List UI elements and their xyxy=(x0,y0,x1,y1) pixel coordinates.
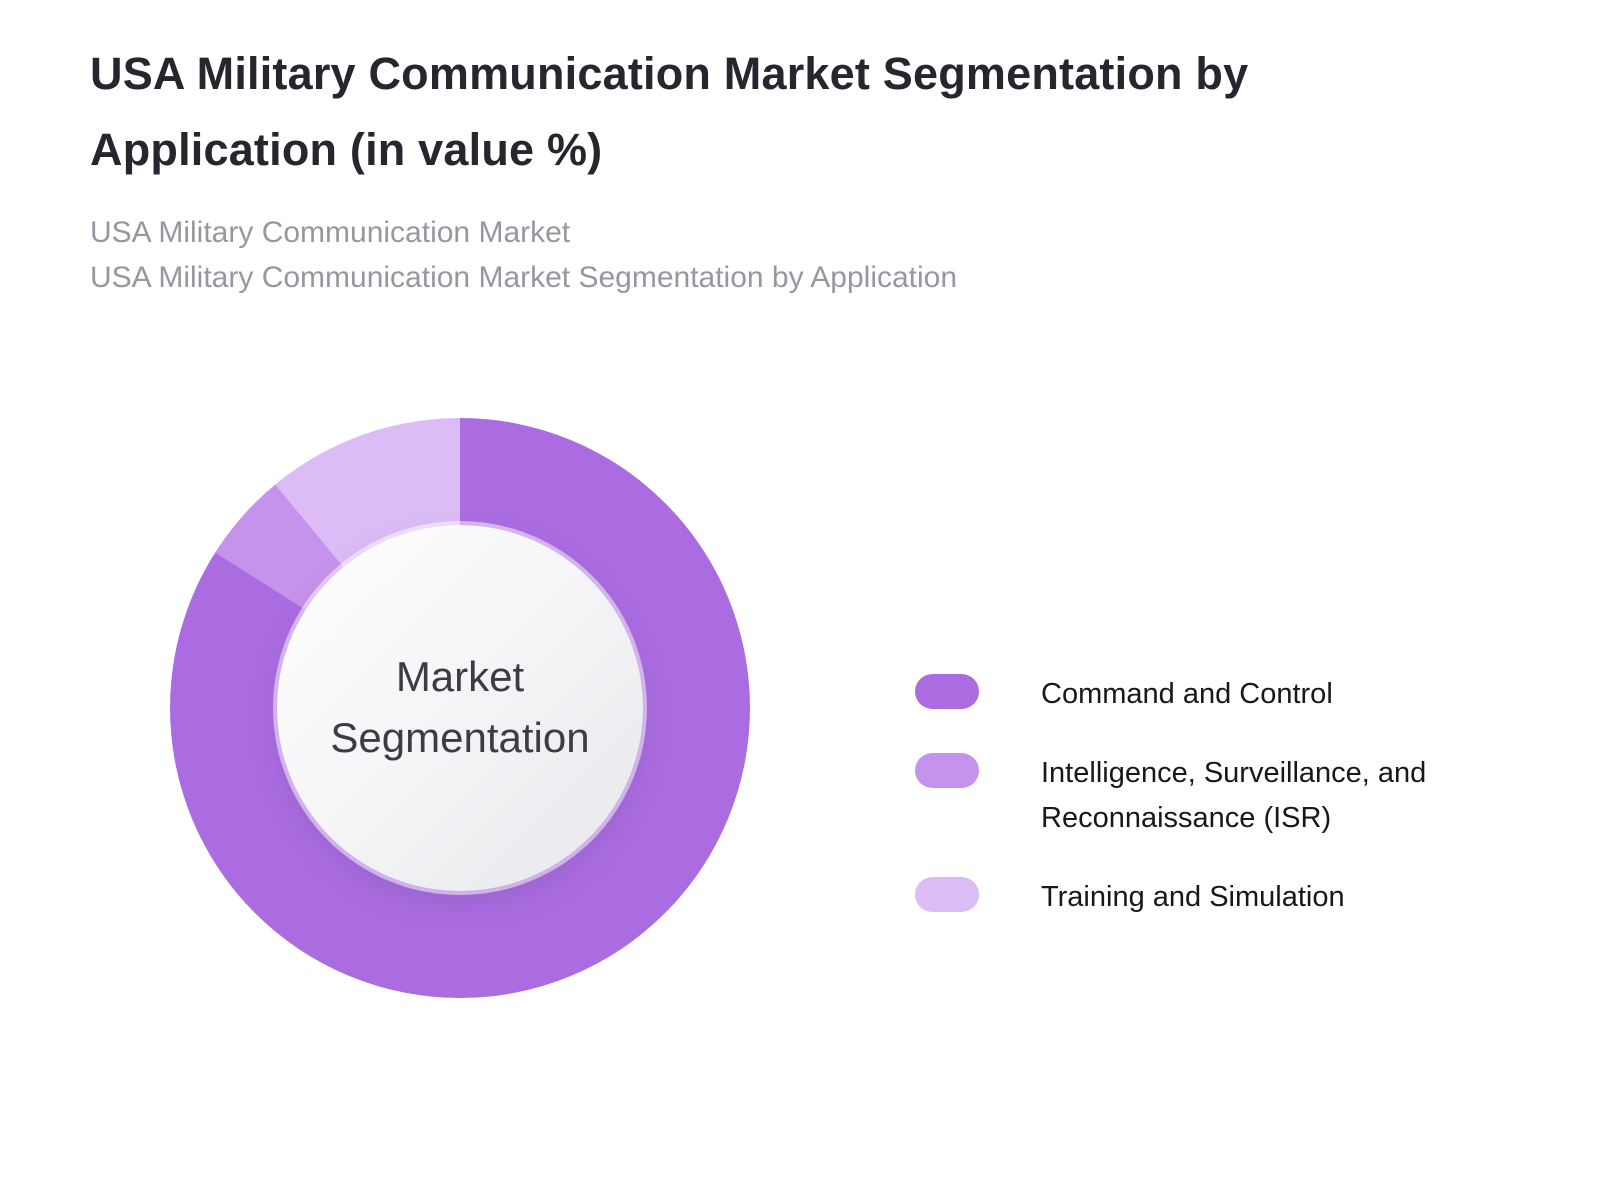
legend-swatch-command-and-control xyxy=(915,674,979,709)
legend-swatch-training-and-simulation xyxy=(915,876,979,912)
legend-item-isr: Intelligence, Surveillance, and Reconnai… xyxy=(915,751,1481,841)
donut-center: Market Segmentation xyxy=(277,525,643,891)
chart-legend: Command and Control Intelligence, Survei… xyxy=(915,672,1481,920)
legend-item-command-and-control: Command and Control xyxy=(915,672,1481,717)
page-title: USA Military Communication Market Segmen… xyxy=(90,48,1249,175)
legend-label-command-and-control: Command and Control xyxy=(1041,678,1333,710)
donut-center-label-line-1: Market xyxy=(395,653,525,701)
legend-swatch-isr xyxy=(915,752,979,788)
donut-ring: Market Segmentation xyxy=(170,418,750,998)
donut-center-label-line-2: Segmentation xyxy=(330,714,590,761)
legend-item-training-and-simulation: Training and Simulation xyxy=(915,875,1481,920)
legend-label-training-and-simulation: Training and Simulation xyxy=(1041,880,1345,913)
subtitle-line-2: USA Military Communication Market Segmen… xyxy=(90,261,958,294)
legend-label-isr: Intelligence, Surveillance, and Reconnai… xyxy=(1041,756,1427,834)
page-subtitles: USA Military Communication Market USA Mi… xyxy=(90,210,1470,300)
subtitle-line-1: USA Military Communication Market xyxy=(90,216,571,249)
